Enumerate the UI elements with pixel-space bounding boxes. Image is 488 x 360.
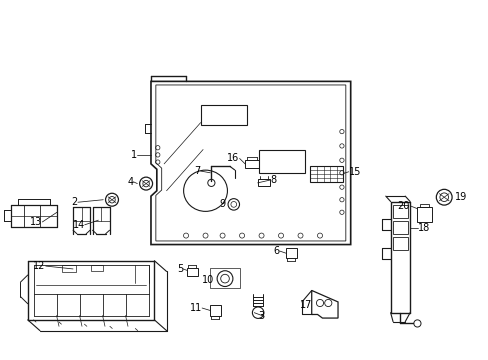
Text: 3: 3: [257, 311, 264, 321]
Text: 13: 13: [30, 217, 42, 227]
Text: 11: 11: [189, 303, 202, 313]
Text: 7: 7: [194, 166, 200, 176]
Text: 12: 12: [33, 261, 46, 271]
Text: 4: 4: [127, 177, 133, 187]
Text: 18: 18: [417, 224, 429, 233]
Text: 5: 5: [177, 264, 183, 274]
Text: 16: 16: [227, 153, 239, 163]
Text: 14: 14: [72, 220, 84, 230]
Text: 20: 20: [397, 201, 409, 211]
Text: 9: 9: [220, 199, 225, 209]
Text: 19: 19: [454, 192, 466, 202]
Text: 6: 6: [273, 246, 279, 256]
Text: 15: 15: [348, 167, 360, 177]
Text: 8: 8: [270, 175, 276, 185]
Text: 2: 2: [72, 197, 78, 207]
Text: 10: 10: [202, 275, 214, 285]
Text: 1: 1: [131, 150, 137, 160]
Text: 17: 17: [300, 300, 312, 310]
